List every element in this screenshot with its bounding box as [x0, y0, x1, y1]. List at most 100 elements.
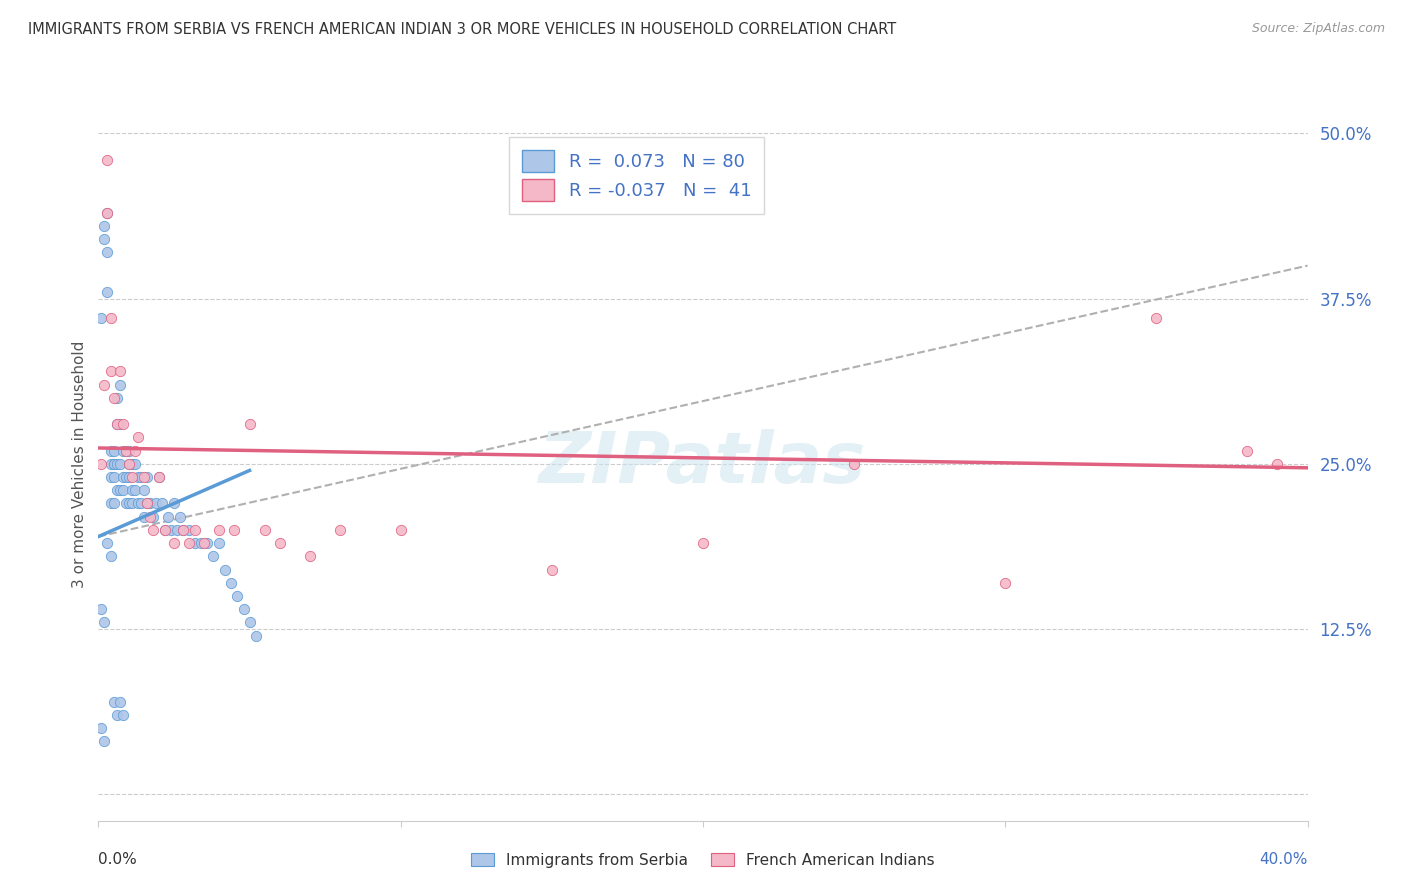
Point	[93, 219, 115, 233]
Point	[239, 615, 262, 630]
Point	[93, 377, 115, 392]
Point	[190, 536, 212, 550]
Point	[96, 153, 118, 167]
Point	[124, 443, 146, 458]
Point	[163, 536, 186, 550]
Point	[118, 496, 141, 510]
Point	[108, 457, 131, 471]
Legend: Immigrants from Serbia, French American Indians: Immigrants from Serbia, French American …	[464, 845, 942, 875]
Point	[96, 206, 118, 220]
Text: ZIPatlas: ZIPatlas	[540, 429, 866, 499]
Y-axis label: 3 or more Vehicles in Household: 3 or more Vehicles in Household	[72, 340, 87, 588]
Point	[132, 483, 155, 498]
Point	[111, 417, 134, 432]
Point	[139, 496, 162, 510]
Point	[100, 549, 122, 564]
Point	[121, 483, 143, 498]
Point	[148, 470, 170, 484]
Point	[111, 470, 134, 484]
Point	[100, 364, 122, 378]
Point	[148, 470, 170, 484]
Point	[153, 523, 176, 537]
Point	[121, 457, 143, 471]
Point	[114, 443, 136, 458]
Point	[145, 496, 167, 510]
Point	[100, 311, 122, 326]
Point	[177, 536, 201, 550]
Point	[105, 391, 128, 405]
Point	[195, 536, 218, 550]
Point	[135, 496, 157, 510]
Point	[232, 602, 254, 616]
Point	[100, 443, 122, 458]
Point	[103, 695, 125, 709]
Point	[269, 536, 291, 550]
Point	[105, 457, 128, 471]
Point	[111, 483, 134, 498]
Point	[100, 470, 122, 484]
Point	[96, 536, 118, 550]
Point	[118, 457, 141, 471]
Point	[221, 575, 243, 590]
Point	[100, 496, 122, 510]
Point	[193, 536, 215, 550]
Point	[844, 457, 866, 471]
Point	[153, 523, 176, 537]
Point	[202, 549, 225, 564]
Point	[93, 734, 115, 748]
Point	[90, 721, 112, 735]
Point	[100, 457, 122, 471]
Point	[124, 457, 146, 471]
Point	[118, 457, 141, 471]
Point	[184, 536, 207, 550]
Point	[172, 523, 194, 537]
Point	[139, 509, 162, 524]
Point	[245, 629, 267, 643]
Point	[1236, 443, 1258, 458]
Point	[108, 417, 131, 432]
Point	[90, 602, 112, 616]
Point	[121, 470, 143, 484]
Point	[108, 364, 131, 378]
Point	[114, 496, 136, 510]
Point	[540, 563, 562, 577]
Point	[299, 549, 322, 564]
Point	[105, 483, 128, 498]
Point	[160, 523, 183, 537]
Point	[111, 707, 134, 722]
Point	[124, 483, 146, 498]
Point	[1144, 311, 1167, 326]
Point	[135, 496, 157, 510]
Point	[994, 575, 1017, 590]
Point	[108, 377, 131, 392]
Point	[108, 695, 131, 709]
Point	[96, 245, 118, 260]
Point	[118, 470, 141, 484]
Text: IMMIGRANTS FROM SERBIA VS FRENCH AMERICAN INDIAN 3 OR MORE VEHICLES IN HOUSEHOLD: IMMIGRANTS FROM SERBIA VS FRENCH AMERICA…	[28, 22, 897, 37]
Point	[96, 206, 118, 220]
Point	[226, 589, 249, 603]
Point	[129, 470, 152, 484]
Point	[156, 509, 179, 524]
Point	[103, 470, 125, 484]
Point	[103, 443, 125, 458]
Point	[184, 523, 207, 537]
Point	[1265, 457, 1288, 471]
Point	[103, 457, 125, 471]
Text: 40.0%: 40.0%	[1260, 852, 1308, 867]
Point	[172, 523, 194, 537]
Point	[224, 523, 246, 537]
Point	[127, 430, 149, 444]
Point	[90, 311, 112, 326]
Point	[127, 496, 149, 510]
Point	[93, 232, 115, 246]
Text: Source: ZipAtlas.com: Source: ZipAtlas.com	[1251, 22, 1385, 36]
Point	[111, 443, 134, 458]
Legend: R =  0.073   N = 80, R = -0.037   N =  41: R = 0.073 N = 80, R = -0.037 N = 41	[509, 137, 763, 214]
Point	[208, 536, 231, 550]
Point	[103, 391, 125, 405]
Point	[129, 496, 152, 510]
Point	[132, 470, 155, 484]
Point	[163, 496, 186, 510]
Text: 0.0%: 0.0%	[98, 852, 138, 867]
